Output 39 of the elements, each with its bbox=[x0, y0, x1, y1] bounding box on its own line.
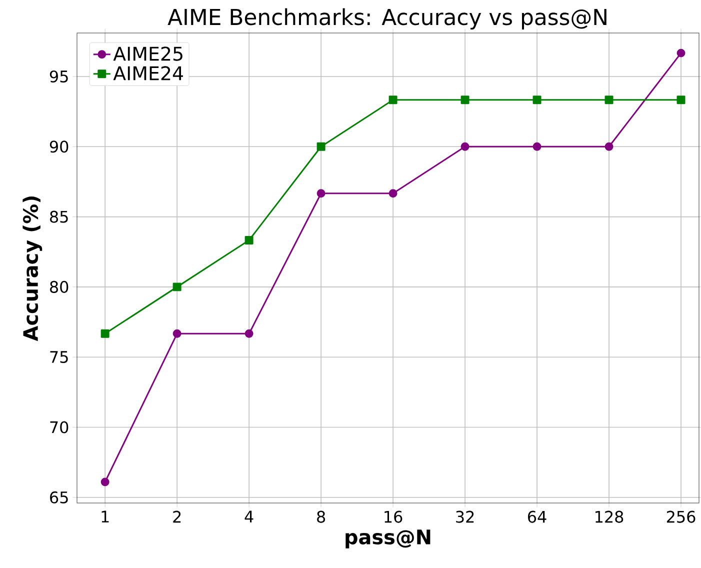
point bbox=[460, 96, 470, 104]
point bbox=[244, 329, 254, 338]
point bbox=[172, 282, 182, 292]
x-tick-label: 8 bbox=[317, 510, 326, 523]
point bbox=[460, 142, 470, 151]
x-tick-label: 128 bbox=[596, 510, 624, 523]
point bbox=[388, 189, 398, 198]
point bbox=[676, 48, 686, 58]
y-axis-title: Accuracy (%) bbox=[22, 196, 42, 342]
point bbox=[244, 236, 254, 244]
point bbox=[676, 96, 686, 104]
point bbox=[532, 142, 542, 151]
point bbox=[604, 142, 614, 151]
point bbox=[316, 142, 326, 151]
x-tick-label: 16 bbox=[384, 510, 402, 523]
point bbox=[100, 478, 110, 486]
chart-title: AIME Benchmarks: Accuracy vs pass@N bbox=[168, 8, 606, 30]
point bbox=[172, 329, 182, 338]
point bbox=[100, 329, 110, 338]
y-tick-label: 70 bbox=[50, 421, 68, 434]
x-tick-label: 32 bbox=[456, 510, 474, 523]
y-tick-label: 80 bbox=[50, 280, 68, 293]
legend-label: AIME25 bbox=[113, 46, 182, 61]
point bbox=[532, 96, 542, 104]
x-tick-label: 1 bbox=[102, 510, 109, 522]
y-tick-label: 95 bbox=[50, 70, 68, 83]
x-tick-label: 4 bbox=[244, 510, 254, 522]
point bbox=[388, 96, 398, 104]
x-tick-label: 2 bbox=[173, 510, 181, 523]
y-tick-label: 90 bbox=[50, 140, 68, 153]
y-tick-label: 65 bbox=[50, 491, 68, 504]
legend-label: AIME24 bbox=[113, 66, 183, 80]
y-tick-label: 75 bbox=[50, 351, 68, 364]
x-tick-label: 256 bbox=[666, 510, 696, 523]
point bbox=[604, 96, 614, 104]
point bbox=[316, 189, 326, 198]
x-tick-label: 64 bbox=[528, 510, 546, 523]
x-axis-title: pass@N bbox=[346, 530, 430, 548]
y-tick-label: 85 bbox=[50, 210, 68, 223]
